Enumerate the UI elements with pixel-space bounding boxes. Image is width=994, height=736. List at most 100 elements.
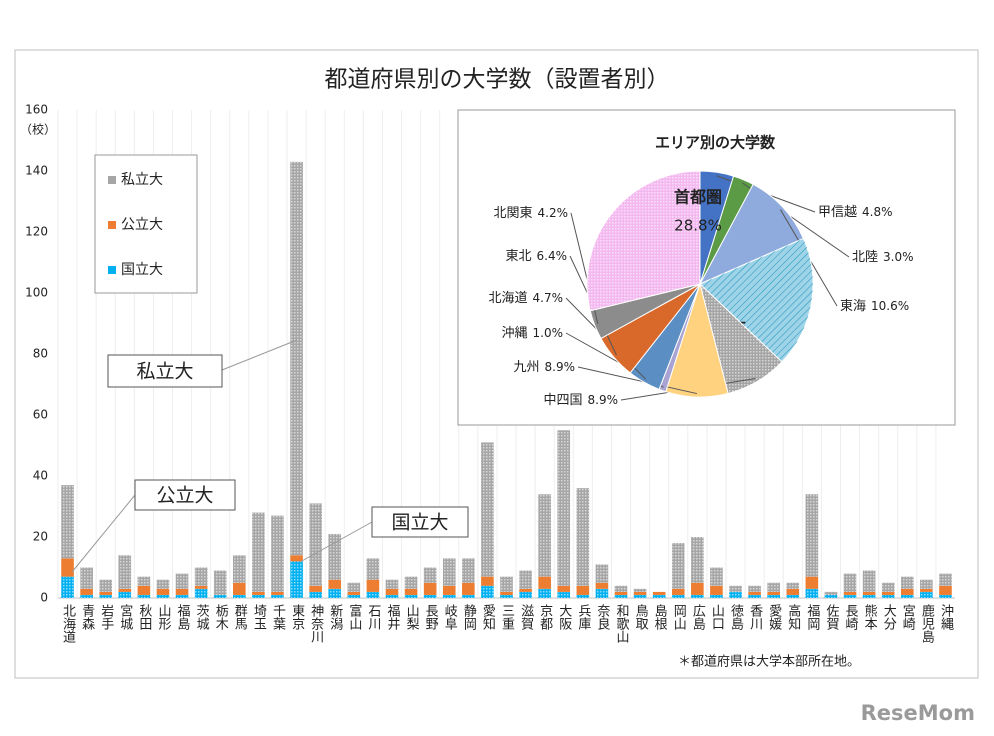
- bar-segment: [843, 591, 857, 595]
- bar-texture: [843, 573, 857, 592]
- x-tick-label: 北海道: [60, 604, 76, 644]
- bar-texture: [233, 594, 246, 598]
- y-tick-label: 80: [33, 347, 48, 361]
- bar-segment: [519, 588, 532, 592]
- x-tick-label: 島根: [652, 604, 668, 630]
- pie-value-label: 4.8%: [862, 205, 893, 219]
- bar-texture: [366, 591, 380, 598]
- x-tick-label: 佐賀: [823, 604, 839, 630]
- pie-label: 北陸 3.0%: [852, 250, 914, 265]
- pie-category: 沖縄: [501, 326, 527, 341]
- bar-segment: [328, 579, 342, 589]
- bar-segment: [309, 585, 322, 592]
- pie-slice: [698, 183, 805, 286]
- bar-texture: [881, 582, 895, 592]
- bar-texture: [462, 558, 475, 583]
- bar-segment: [538, 576, 551, 589]
- bar-texture: [652, 594, 666, 598]
- bar-texture: [404, 594, 418, 598]
- y-tick-label: 20: [33, 530, 48, 544]
- bar-texture: [385, 594, 399, 598]
- bar-segment: [385, 588, 399, 595]
- bar-texture: [481, 585, 494, 598]
- bar-texture: [442, 594, 456, 598]
- x-tick-label: 岡山: [671, 604, 686, 630]
- x-tick-label: 福島: [175, 604, 191, 630]
- bar-texture: [748, 594, 761, 598]
- callout-line: [221, 339, 298, 371]
- bar-segment: [194, 585, 208, 589]
- bar-texture: [442, 558, 456, 586]
- bar-segment: [805, 576, 819, 589]
- bar-texture: [595, 564, 609, 583]
- bar-texture: [633, 594, 647, 598]
- bar-texture: [805, 588, 819, 598]
- bar-segment: [920, 588, 933, 592]
- bar-segment: [671, 588, 685, 595]
- x-tick-label: 熊本: [862, 604, 878, 630]
- bar-texture: [576, 488, 590, 586]
- x-tick-label: 石川: [365, 604, 381, 630]
- bar-segment: [347, 591, 361, 595]
- pie-label: 九州 8.9%: [513, 360, 575, 375]
- bar-texture: [175, 573, 189, 589]
- callout-label: 私立大: [136, 361, 193, 383]
- bar-texture: [309, 503, 322, 586]
- bar-texture: [462, 594, 475, 598]
- x-tick-label: 福井: [384, 604, 400, 631]
- pie-value-label: 10.6%: [871, 299, 909, 313]
- bar-texture: [862, 570, 876, 592]
- bar-segment: [900, 588, 914, 595]
- bar-texture: [80, 567, 93, 589]
- slice-texture: [587, 171, 700, 311]
- watermark: ReseMom: [861, 701, 975, 725]
- bar-segment: [175, 588, 189, 595]
- bar-texture: [61, 485, 74, 559]
- bar-texture: [920, 591, 933, 598]
- y-tick-label: 140: [25, 164, 48, 178]
- bar-texture: [519, 570, 532, 589]
- x-tick-label: 香川: [747, 604, 763, 630]
- x-tick-label: 山口: [709, 604, 724, 630]
- pie-label: 沖縄 1.0%: [501, 326, 563, 341]
- bar-segment: [939, 585, 952, 595]
- bar-segment: [61, 558, 74, 577]
- bar-texture: [194, 567, 208, 586]
- bar-segment: [595, 582, 609, 589]
- pie-label: 東海 10.6%: [840, 298, 909, 314]
- pie-label: 東北 6.4%: [505, 248, 567, 264]
- bar-texture: [404, 576, 418, 589]
- bar-texture: [137, 576, 151, 586]
- bar-texture: [843, 594, 857, 598]
- bar-texture: [557, 430, 571, 586]
- bar-texture: [862, 594, 876, 598]
- bar-texture: [213, 570, 227, 595]
- pie-title: エリア別の大学数: [655, 134, 776, 152]
- pie-label: 中四国 8.9%: [543, 393, 618, 408]
- pie-category: 九州: [513, 360, 539, 375]
- pie-label: 北関東 4.2%: [493, 205, 568, 221]
- y-tick-label: 60: [33, 408, 48, 422]
- bar-texture: [118, 591, 132, 598]
- x-tick-label: 高知: [785, 603, 801, 630]
- bar-texture: [290, 561, 303, 598]
- bar-texture: [767, 582, 780, 592]
- bar-texture: [633, 588, 647, 592]
- pie-value-label: 3.0%: [883, 250, 914, 264]
- pie-category: 東海: [840, 298, 866, 314]
- bar-texture: [233, 555, 246, 583]
- x-tick-label: 山形: [155, 604, 171, 631]
- bar-texture: [309, 591, 322, 598]
- callout-label: 国立大: [391, 512, 448, 534]
- bar-texture: [691, 537, 704, 583]
- callout-box: [134, 479, 236, 511]
- bar-texture: [175, 594, 189, 598]
- bar-segment: [233, 582, 246, 595]
- bar-texture: [748, 585, 761, 592]
- pie-category: 東北: [505, 248, 531, 264]
- bar-texture: [939, 594, 952, 598]
- bar-texture: [881, 594, 895, 598]
- bar-texture: [824, 594, 838, 598]
- bar-segment: [748, 591, 761, 595]
